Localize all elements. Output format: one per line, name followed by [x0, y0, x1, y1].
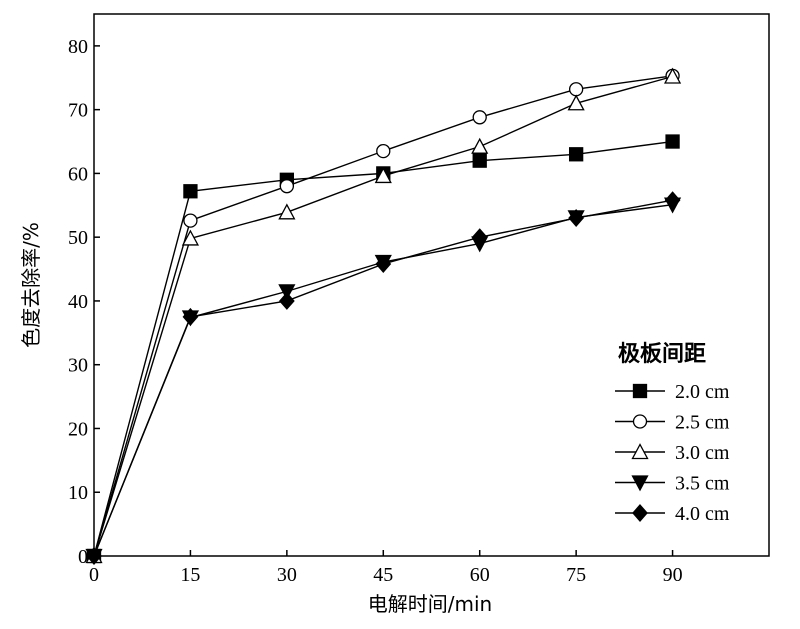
- legend-item: 2.0 cm: [615, 381, 730, 403]
- x-tick-label: 45: [373, 564, 393, 586]
- series-1: [86, 68, 680, 564]
- data-point: [665, 134, 680, 149]
- legend-label: 2.5 cm: [675, 412, 730, 434]
- data-point: [472, 110, 487, 125]
- series-3: [85, 197, 682, 565]
- data-point: [278, 291, 295, 310]
- data-point: [568, 82, 584, 97]
- legend-item: 4.0 cm: [615, 503, 730, 525]
- data-point: [664, 191, 681, 210]
- data-point: [471, 137, 489, 154]
- y-tick-label: 70: [68, 100, 88, 122]
- y-tick-label: 10: [68, 482, 88, 504]
- legend-marker: [631, 443, 649, 460]
- legend-label: 3.5 cm: [675, 473, 730, 495]
- legend-item: 3.0 cm: [615, 442, 730, 464]
- x-tick-label: 15: [180, 564, 200, 586]
- legend-marker: [632, 414, 648, 429]
- data-point: [278, 284, 296, 301]
- series-line: [93, 140, 673, 557]
- data-point: [568, 147, 584, 162]
- legend-label: 4.0 cm: [675, 503, 730, 525]
- x-tick-label: 90: [663, 564, 683, 586]
- series-group: [85, 67, 682, 565]
- legend-item: 3.5 cm: [615, 473, 730, 495]
- y-tick-label: 20: [68, 418, 88, 440]
- legend: 极板间距 2.0 cm 2.5 cm 3.0 cm 3.5 cm 4.0 cm: [615, 342, 730, 525]
- data-point: [472, 153, 487, 168]
- data-point: [181, 229, 200, 246]
- plot-frame: [93, 13, 770, 557]
- x-tick-label: 0: [89, 564, 99, 586]
- legend-marker: [631, 475, 649, 492]
- data-point: [183, 213, 198, 228]
- legend-label: 3.0 cm: [675, 442, 730, 464]
- x-tick-label: 75: [566, 564, 586, 586]
- legend-label: 2.0 cm: [675, 381, 730, 403]
- data-point: [567, 94, 585, 111]
- series-2: [85, 67, 682, 564]
- legend-item: 2.5 cm: [615, 412, 730, 434]
- y-axis-title: 色度去除率/%: [19, 222, 43, 348]
- x-axis-title: 电解时间/min: [368, 592, 492, 616]
- data-point: [663, 67, 682, 84]
- data-point: [375, 254, 392, 273]
- legend-title: 极板间距: [618, 342, 706, 367]
- data-point: [183, 184, 198, 199]
- x-tick-label: 30: [277, 564, 297, 586]
- y-tick-label: 60: [68, 163, 88, 185]
- axis-ticks: 0 15 30 45 60 75 90 0 10 20 30 40 50 60 70 80: [68, 36, 683, 586]
- data-point: [568, 209, 585, 228]
- data-point: [471, 228, 488, 247]
- y-tick-label: 80: [68, 36, 88, 58]
- y-tick-label: 0: [78, 546, 88, 568]
- y-tick-label: 40: [68, 291, 88, 313]
- y-tick-label: 30: [68, 355, 88, 377]
- data-point: [279, 179, 295, 194]
- data-point: [182, 307, 199, 326]
- series-4: [86, 191, 681, 565]
- data-point: [278, 203, 296, 220]
- x-tick-label: 60: [470, 564, 490, 586]
- data-point: [86, 547, 102, 565]
- legend-marker: [632, 504, 648, 522]
- data-point: [374, 167, 392, 184]
- series-0: [86, 134, 680, 564]
- y-tick-label: 50: [68, 227, 88, 249]
- legend-marker: [632, 383, 648, 399]
- data-point: [376, 143, 391, 159]
